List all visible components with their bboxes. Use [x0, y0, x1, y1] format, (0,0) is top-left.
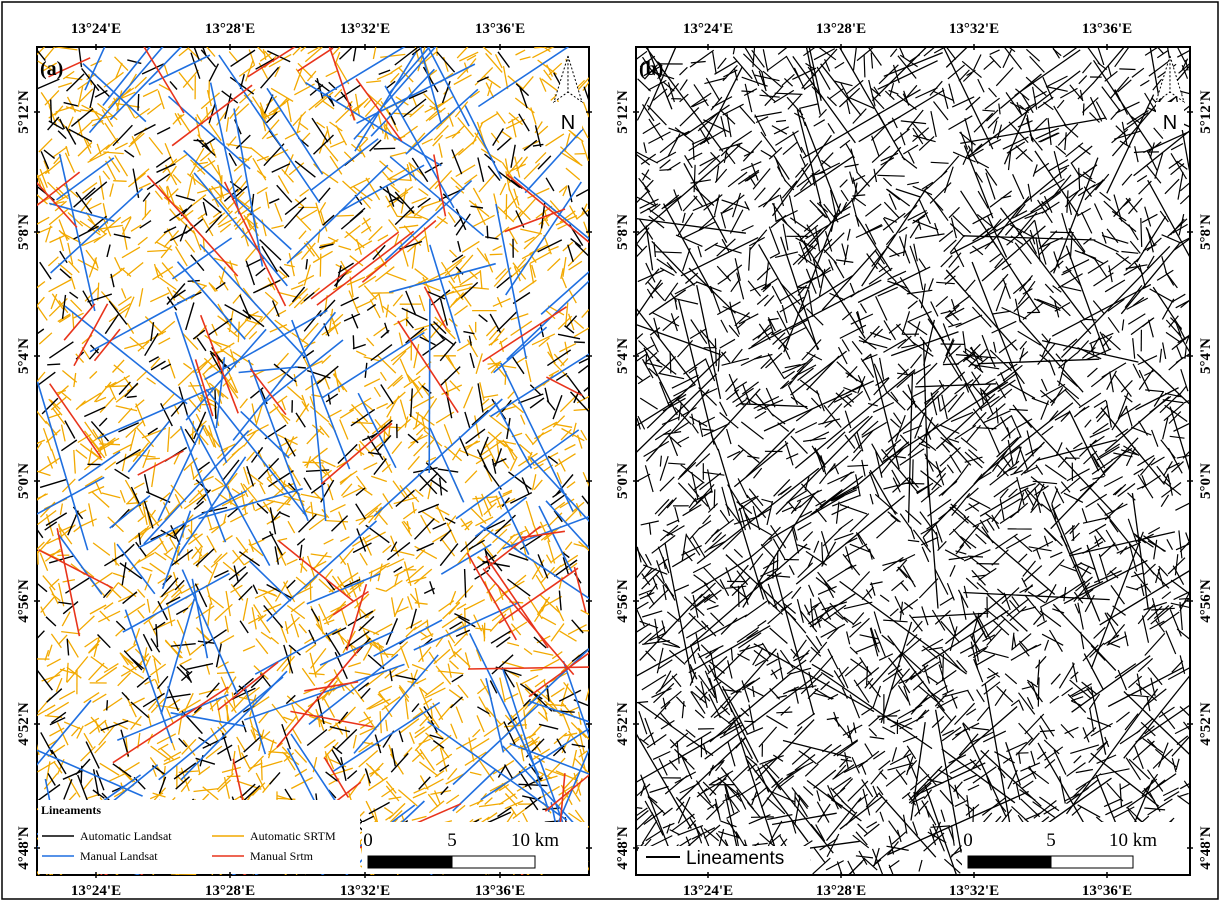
scale-label-10: 10 km: [1109, 830, 1157, 851]
lon-tick-label: 13°36'E: [475, 883, 525, 899]
legend-entry-manual_landsat: Manual Landsat: [80, 849, 158, 863]
lat-tick-label: 4°56'N: [615, 579, 631, 623]
lat-tick-label: 4°52'N: [1198, 702, 1214, 746]
lon-tick-label: 13°28'E: [816, 883, 866, 899]
lon-tick-label: 13°28'E: [205, 21, 255, 37]
lon-tick-label: 13°24'E: [683, 883, 733, 899]
lon-tick-label: 13°36'E: [1082, 883, 1132, 899]
legend-entry-automatic_srtm: Automatic SRTM: [250, 829, 336, 843]
scale-label-0: 0: [363, 830, 373, 851]
legend-entry-automatic_landsat: Automatic Landsat: [80, 829, 172, 843]
scale-label-5: 5: [1046, 830, 1056, 851]
lon-tick-label: 13°28'E: [816, 21, 866, 37]
panel-b-lineament-lines: [636, 47, 1190, 875]
panel-a-legend: Lineaments Automatic Landsat Automatic SR…: [38, 800, 360, 874]
lat-tick-label: 4°48'N: [16, 826, 32, 870]
legend-title: Lineaments: [41, 803, 101, 817]
lon-tick-label: 13°28'E: [205, 883, 255, 899]
panel-a: (a) N Lineaments Automatic Landsat Automa…: [36, 46, 590, 876]
lat-tick-label: 5°4'N: [16, 338, 32, 374]
panel-a-scale-bar: 0 5 10 km: [362, 822, 588, 874]
panel-a-north-arrow: N: [553, 55, 583, 134]
lon-tick-label: 13°24'E: [683, 21, 733, 37]
scale-label-0: 0: [963, 830, 973, 851]
lat-tick-label: 5°12'N: [615, 90, 631, 134]
lat-tick-label: 4°48'N: [1198, 826, 1214, 870]
panel-b-north-arrow: N: [1155, 55, 1185, 134]
panel-b-scale-bar: 0 5 10 km: [962, 822, 1189, 874]
lat-tick-label: 5°8'N: [1198, 214, 1214, 250]
lat-tick-label: 5°4'N: [615, 338, 631, 374]
coordinate-grid-labels: 13°24'E 13°24'E 13°28'E 13°28'E 13°32'E 13°32…: [16, 21, 1214, 899]
lat-tick-label: 5°4'N: [1198, 338, 1214, 374]
lat-tick-label: 4°52'N: [615, 702, 631, 746]
lat-tick-label: 5°0'N: [16, 463, 32, 499]
lat-tick-label: 5°12'N: [16, 90, 32, 134]
panel-a-label: (a): [40, 58, 63, 80]
lat-tick-label: 4°56'N: [1198, 579, 1214, 623]
lat-tick-label: 5°0'N: [615, 463, 631, 499]
north-label: N: [561, 112, 575, 134]
panel-b-legend: Lineaments: [638, 846, 810, 874]
lon-tick-label: 13°32'E: [340, 21, 390, 37]
scale-label-10: 10 km: [511, 830, 559, 851]
lon-tick-label: 13°32'E: [949, 883, 999, 899]
lon-tick-label: 13°36'E: [475, 21, 525, 37]
lat-tick-label: 5°12'N: [1198, 90, 1214, 134]
lon-tick-label: 13°24'E: [71, 883, 121, 899]
lat-tick-label: 4°48'N: [615, 826, 631, 870]
legend-entry-manual_srtm: Manual Srtm: [250, 849, 314, 863]
panel-b-label: (b): [639, 58, 663, 80]
lon-tick-label: 13°32'E: [949, 21, 999, 37]
lon-tick-label: 13°36'E: [1082, 21, 1132, 37]
lon-tick-label: 13°32'E: [340, 883, 390, 899]
lat-tick-label: 4°52'N: [16, 702, 32, 746]
lat-tick-label: 5°8'N: [16, 214, 32, 250]
panel-b: (b) N Lineaments 0 5 10 km: [635, 46, 1191, 876]
lat-tick-label: 5°0'N: [1198, 463, 1214, 499]
legend-entry-lineaments: Lineaments: [686, 848, 784, 869]
scale-label-5: 5: [447, 830, 457, 851]
lon-tick-label: 13°24'E: [71, 21, 121, 37]
north-label: N: [1163, 112, 1177, 134]
lat-tick-label: 4°56'N: [16, 579, 32, 623]
lat-tick-label: 5°8'N: [615, 214, 631, 250]
